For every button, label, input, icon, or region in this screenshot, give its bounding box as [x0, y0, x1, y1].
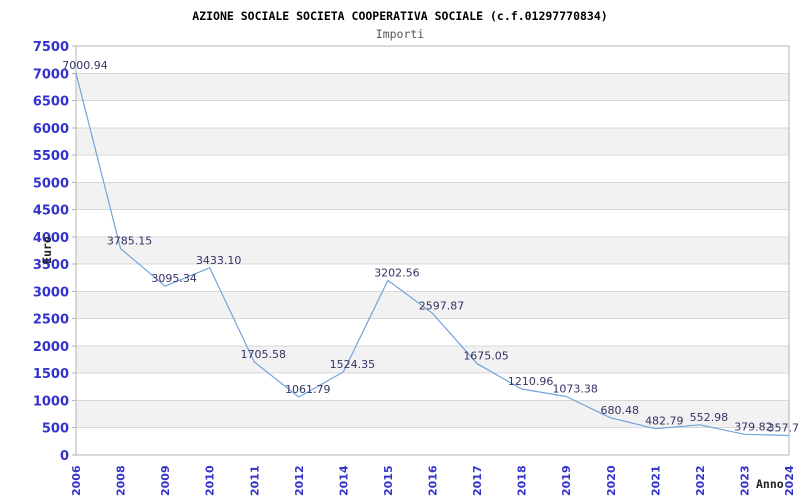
point-label: 7000.94	[62, 59, 108, 72]
plot-band	[76, 400, 789, 428]
x-tick-label: 2017	[471, 465, 484, 496]
point-label: 1210.96	[508, 375, 554, 388]
chart-subtitle: Importi	[375, 27, 425, 41]
point-label: 552.98	[690, 411, 729, 424]
y-tick-label: 4500	[33, 204, 69, 219]
x-tick-label: 2009	[159, 465, 172, 496]
chart-title: AZIONE SOCIALE SOCIETA COOPERATIVA SOCIA…	[192, 9, 608, 23]
y-tick-label: 5000	[33, 176, 69, 191]
point-label: 2597.87	[419, 299, 465, 312]
x-tick-label: 2023	[738, 465, 751, 496]
y-tick-label: 4000	[33, 231, 69, 246]
x-tick-label: 2016	[427, 465, 440, 496]
point-label: 3095.34	[151, 272, 197, 285]
point-label: 3785.15	[107, 235, 153, 248]
plot-band	[76, 127, 789, 156]
plot-band	[76, 345, 789, 374]
y-tick-label: 2000	[33, 340, 69, 355]
plot-border	[75, 45, 790, 456]
series-line	[75, 73, 790, 437]
y-tick-label: 1000	[33, 394, 69, 409]
point-label: 1675.05	[463, 350, 509, 363]
point-label: 680.48	[601, 404, 640, 417]
point-label: 1073.38	[552, 382, 598, 395]
point-label: 1061.79	[285, 383, 331, 396]
x-tick-label: 2018	[516, 465, 529, 496]
plot-band	[76, 182, 789, 210]
y-tick-label: 6500	[33, 95, 69, 110]
point-label: 379.82	[734, 420, 773, 433]
y-tick-label: 2500	[33, 313, 69, 328]
x-tick-label: 2014	[337, 465, 350, 496]
x-tick-label: 2024	[783, 465, 796, 496]
point-label: 482.79	[645, 415, 684, 428]
x-tick-label: 2008	[115, 465, 128, 496]
x-tick-label: 2019	[560, 465, 573, 496]
y-axis-title: Euro	[40, 236, 54, 264]
y-tick-label: 3500	[33, 258, 69, 273]
point-label: 1524.35	[330, 358, 376, 371]
point-label: 3202.56	[374, 266, 420, 279]
point-label: 357.7	[768, 421, 800, 434]
plot-band	[76, 73, 789, 101]
x-tick-label: 2022	[694, 465, 707, 496]
y-tick-label: 5500	[33, 149, 69, 164]
y-tick-label: 500	[42, 422, 69, 437]
x-tick-label: 2012	[293, 465, 306, 496]
y-tick-label: 6000	[33, 122, 69, 137]
x-tick-label: 2006	[70, 465, 83, 496]
y-tick-label: 1500	[33, 367, 69, 382]
point-label: 1705.58	[241, 348, 287, 361]
y-tick-label: 7500	[33, 40, 69, 55]
y-tick-label: 0	[60, 449, 69, 464]
x-tick-label: 2021	[649, 465, 662, 496]
point-label: 3433.10	[196, 254, 242, 267]
x-tick-label: 2020	[605, 465, 618, 496]
x-tick-label: 2011	[248, 465, 261, 496]
x-tick-label: 2015	[382, 465, 395, 496]
plot-band	[76, 236, 789, 265]
y-tick-label: 3000	[33, 285, 69, 300]
x-tick-label: 2010	[204, 465, 217, 496]
x-axis-title: Anno	[756, 477, 784, 491]
y-tick-label: 7000	[33, 67, 69, 82]
